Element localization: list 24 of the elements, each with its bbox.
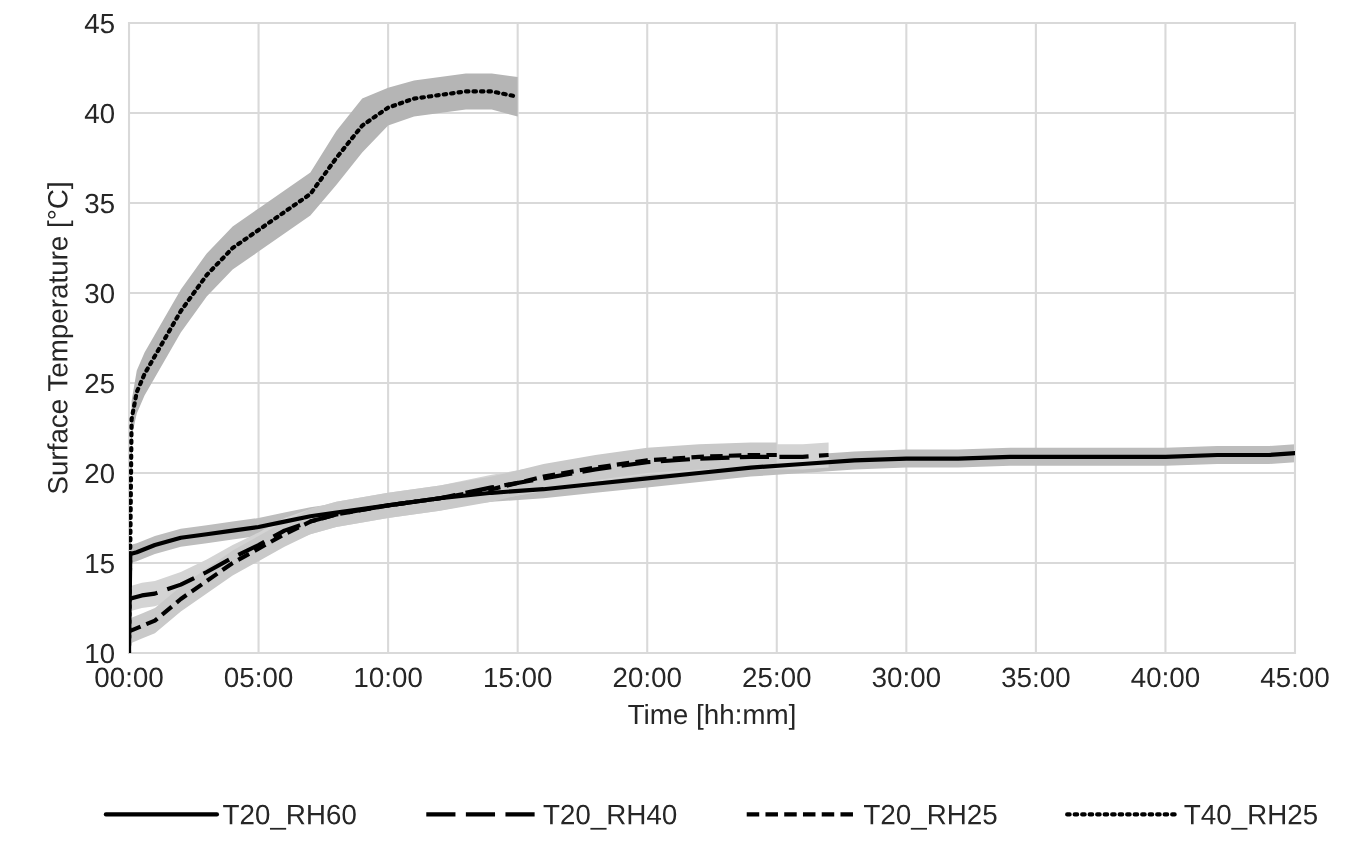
x-tick-label: 10:00 (355, 667, 422, 688)
y-tick-label: 35 (85, 193, 114, 214)
legend-label: T20_RH60 (223, 804, 356, 830)
legend-label: T40_RH25 (1184, 804, 1317, 830)
legend-label: T20_RH25 (864, 804, 997, 830)
x-tick-label: 40:00 (1131, 667, 1200, 688)
y-tick-label: 15 (86, 553, 114, 574)
x-tick-label: 20:00 (613, 667, 681, 688)
y-tick-label: 40 (84, 103, 115, 124)
x-tick-label: 30:00 (872, 667, 941, 688)
x-tick-label: 25:00 (743, 667, 811, 688)
x-tick-label: 05:00 (224, 667, 293, 688)
y-tick-label: 20 (85, 463, 115, 484)
y-tick-label: 25 (85, 373, 114, 394)
y-axis-title: Surface Temperature [°C] (47, 183, 74, 494)
x-tick-label: 00:00 (95, 667, 163, 688)
x-axis-title: Time [hh:mm] (628, 703, 795, 730)
x-tick-label: 15:00 (485, 667, 552, 688)
x-tick-label: 45:00 (1260, 667, 1329, 688)
x-tick-label: 35:00 (1002, 667, 1070, 688)
legend-label: T20_RH40 (543, 804, 677, 830)
y-tick-label: 10 (86, 643, 115, 664)
y-tick-label: 30 (85, 283, 115, 304)
y-tick-label: 45 (84, 13, 114, 34)
